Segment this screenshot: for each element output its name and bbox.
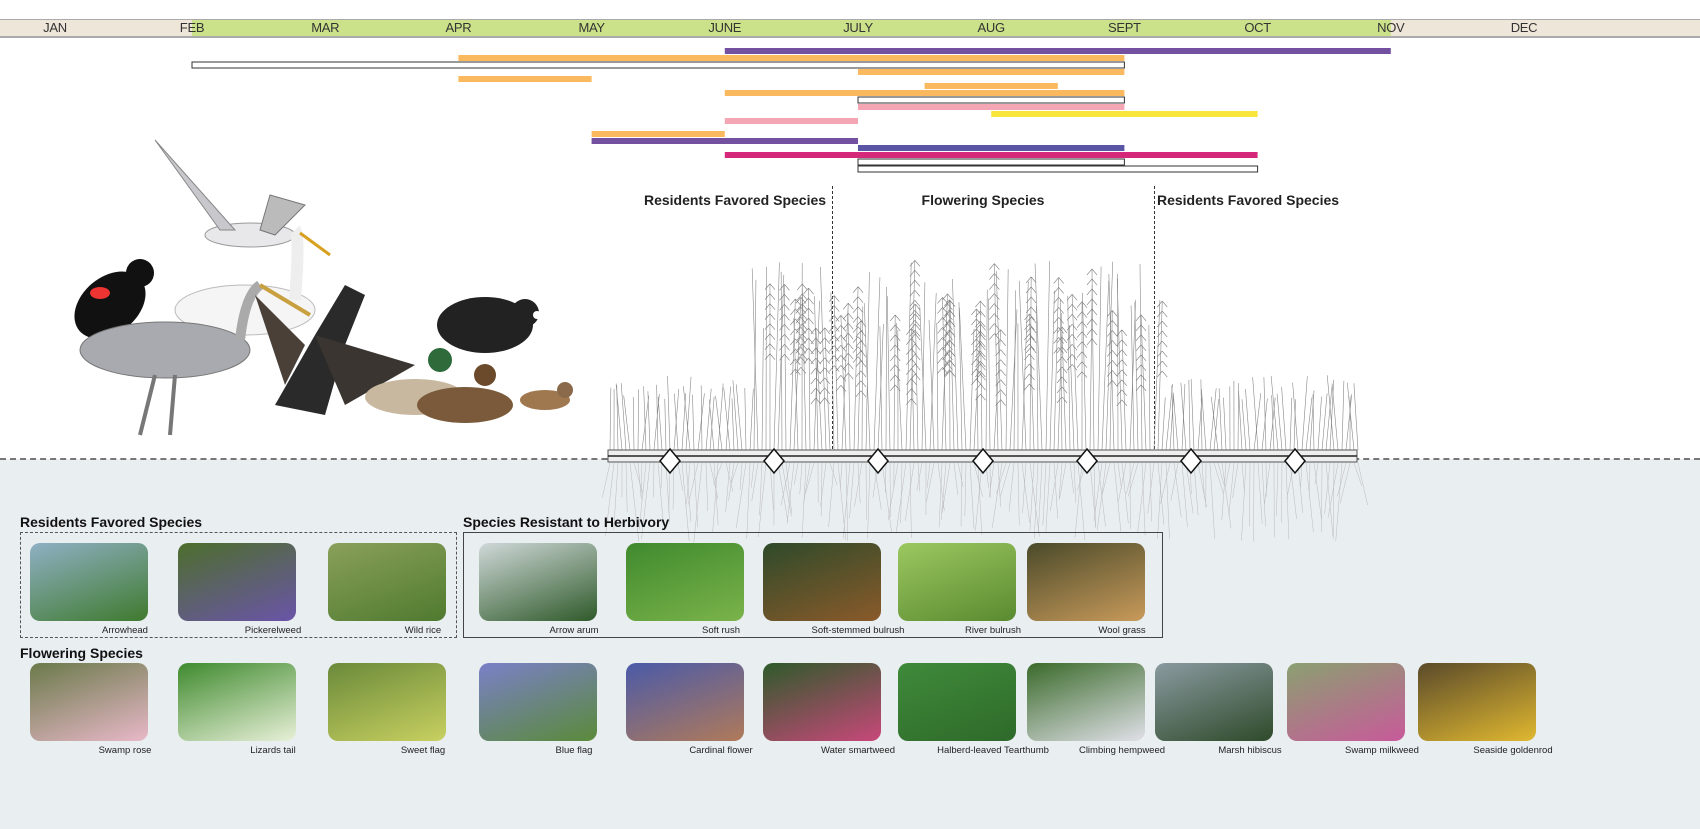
species-label: Arrowhead: [102, 625, 148, 636]
species-label: Cardinal flower: [689, 745, 753, 756]
species-photo: [479, 543, 597, 621]
species-photo: [626, 663, 744, 741]
species-label: Soft rush: [701, 625, 741, 636]
species-label: Swamp rose: [98, 745, 152, 756]
timeline-bar-pink: [724, 118, 858, 124]
species-photo: [763, 663, 881, 741]
heron-icon: [79, 280, 312, 436]
species-photo: [30, 663, 148, 741]
growing-season-band: [192, 20, 1391, 36]
timeline-bar-purple: [724, 48, 1391, 54]
timeline-bar-outline: [857, 158, 1125, 166]
species-photo: [479, 663, 597, 741]
herbivory-group-title: Species Resistant to Herbivory: [463, 514, 670, 530]
species-photo: [328, 543, 446, 621]
month-label: DEC: [1510, 20, 1538, 35]
timeline-bar-outline: [857, 165, 1259, 173]
species-photo: [763, 543, 881, 621]
timeline-bar-orange: [458, 76, 592, 82]
month-axis: JAN FEB MAR APR MAY JUNE JULY AUG SEPT OCT NOV DEC: [0, 19, 1700, 38]
species-photo: [1287, 663, 1405, 741]
species-label: Swamp milkweed: [1345, 745, 1419, 756]
species-label: Lizards tail: [250, 745, 296, 756]
species-label: Arrow arum: [549, 625, 599, 636]
month-label: SEPT: [1108, 20, 1141, 35]
month-label: MAY: [578, 20, 605, 35]
timeline-bar-purple: [591, 138, 858, 144]
species-photo: [626, 543, 744, 621]
raft-anchor-icon: [763, 447, 785, 475]
coot-icon: [437, 297, 541, 353]
species-label: Blue flag: [555, 745, 593, 756]
red-winged-blackbird-icon: [74, 259, 154, 339]
section-label-residents-right: Residents Favored Species: [1156, 192, 1340, 208]
month-label: JULY: [843, 20, 873, 35]
raft-anchor-icon: [659, 447, 681, 475]
raft-anchor-icon: [867, 447, 889, 475]
species-label: Water smartweed: [820, 745, 896, 756]
species-label: River bulrush: [965, 625, 1021, 636]
species-photo: [178, 543, 296, 621]
timeline-bar-magenta: [724, 152, 1258, 158]
month-label: OCT: [1244, 20, 1271, 35]
timeline-bar-blue: [858, 145, 1125, 151]
flowering-group-title: Flowering Species: [20, 645, 143, 661]
gull-icon: [154, 139, 306, 248]
species-label: Pickerelweed: [244, 625, 302, 636]
species-photo: [898, 663, 1016, 741]
species-label: Seaside goldenrod: [1473, 745, 1553, 756]
residents-group-box: [20, 532, 457, 638]
herbivory-group-box: [463, 532, 1163, 638]
timeline-bar-pink: [858, 104, 1125, 110]
floating-wetland-section: [602, 260, 1368, 543]
timeline-bar-yellow: [991, 111, 1258, 117]
timeline-bar-orange: [458, 55, 1125, 61]
timeline-bar-outline: [857, 96, 1125, 104]
raft-anchor-icon: [1180, 447, 1202, 475]
female-duck-icon: [417, 364, 513, 423]
raft-anchor-icon: [972, 447, 994, 475]
section-divider: [832, 186, 833, 454]
species-label: Climbing hempweed: [1078, 745, 1166, 756]
timeline-bar-orange: [724, 90, 1125, 96]
month-label: JAN: [43, 20, 67, 35]
month-label: APR: [445, 20, 472, 35]
sparrow-icon: [520, 382, 573, 410]
raft-anchor-icon: [1076, 447, 1098, 475]
timeline-bar-orange: [591, 131, 725, 137]
species-photo: [30, 543, 148, 621]
species-label: Marsh hibiscus: [1218, 745, 1282, 756]
species-label: Sweet flag: [400, 745, 446, 756]
species-photo: [178, 663, 296, 741]
timeline-bar-orange: [924, 83, 1058, 89]
residents-group-title: Residents Favored Species: [20, 514, 203, 530]
species-photo: [328, 663, 446, 741]
species-label: Soft-stemmed bulrush: [811, 625, 905, 636]
month-label: JUNE: [708, 20, 742, 35]
cormorant-icon: [255, 285, 415, 415]
month-label: NOV: [1377, 20, 1405, 35]
species-label: Wool grass: [1098, 625, 1146, 636]
timeline-bar-outline: [191, 61, 1125, 69]
bloom-timeline: [191, 48, 1391, 173]
timeline-bar-orange: [858, 69, 1125, 75]
section-label-flowering: Flowering Species: [921, 192, 1045, 208]
species-photo: [1027, 543, 1145, 621]
month-label: AUG: [977, 20, 1006, 35]
month-label: MAR: [311, 20, 340, 35]
section-label-residents-left: Residents Favored Species: [643, 192, 827, 208]
species-photo: [898, 543, 1016, 621]
raft-anchor-icon: [1284, 447, 1306, 475]
month-label: FEB: [179, 20, 205, 35]
wetland-birds-illustration: [74, 139, 573, 436]
species-photo: [1418, 663, 1536, 741]
section-divider: [1154, 186, 1155, 454]
species-photo: [1155, 663, 1273, 741]
species-label: Halberd-leaved Tearthumb: [937, 745, 1049, 756]
species-photo: [1027, 663, 1145, 741]
water-area: [0, 459, 1700, 829]
species-label: Wild rice: [404, 625, 442, 636]
